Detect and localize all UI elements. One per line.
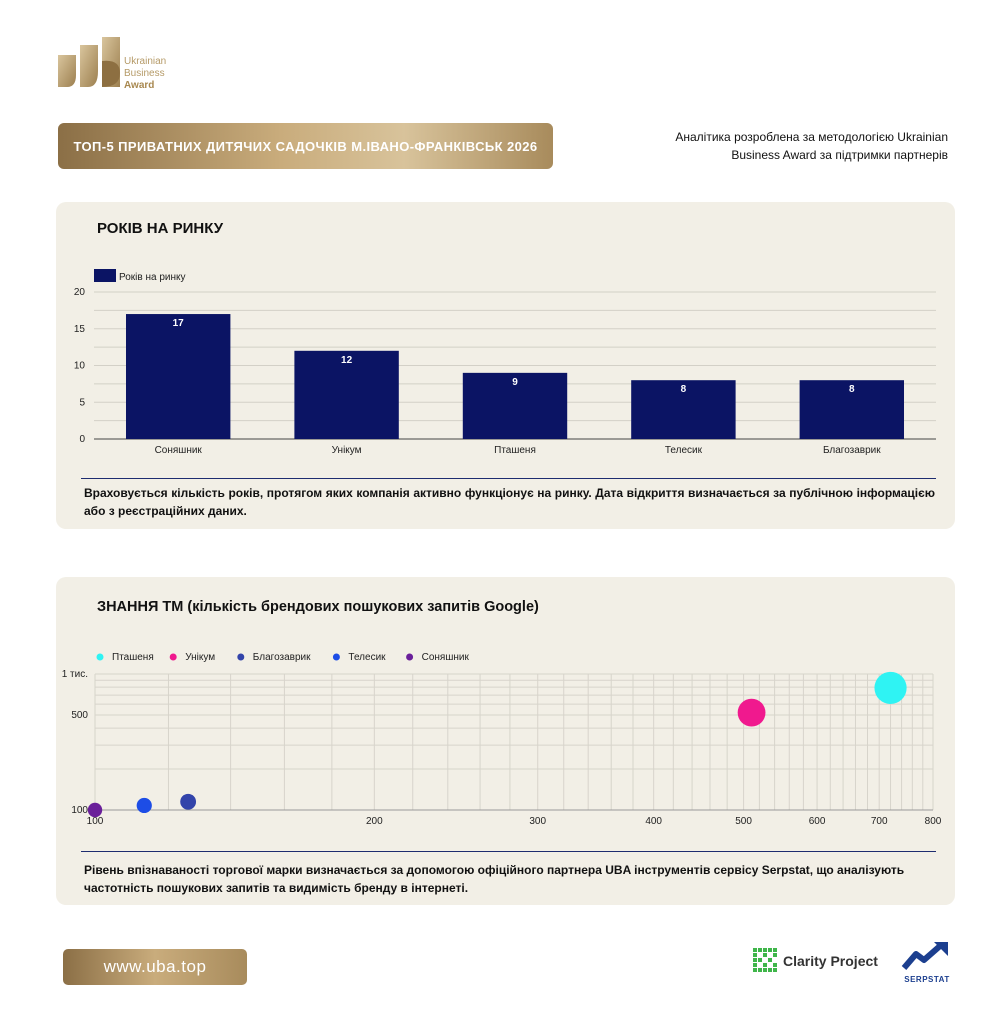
data-point xyxy=(874,671,907,705)
x-tick-label: 100 xyxy=(87,816,104,827)
y-tick-label: 500 xyxy=(71,710,88,721)
y-tick-label: 0 xyxy=(79,434,85,445)
bar xyxy=(462,372,568,439)
brand-knowledge-card: ЗНАННЯ ТМ (кількість брендових пошукових… xyxy=(56,577,955,905)
y-tick-label: 100 xyxy=(71,805,88,816)
logo-line-1: Ukrainian xyxy=(124,56,167,67)
page-title: ТОП-5 ПРИВАТНИХ ДИТЯЧИХ САДОЧКІВ М.ІВАНО… xyxy=(58,123,553,169)
x-tick-label: Унікум xyxy=(332,445,362,456)
legend-swatch xyxy=(94,269,116,282)
clarity-project-logo: Clarity Project xyxy=(753,948,878,974)
logo-line-2: Business xyxy=(124,68,165,79)
clarity-grid-icon xyxy=(753,948,777,972)
uba-logo-icon xyxy=(58,37,120,87)
data-point xyxy=(180,793,197,810)
x-tick-label: 600 xyxy=(809,816,826,827)
x-tick-label: 800 xyxy=(925,816,942,827)
y-tick-label: 1 тис. xyxy=(62,669,88,680)
legend-dot xyxy=(96,653,104,661)
clarity-project-text: Clarity Project xyxy=(783,953,878,969)
bar xyxy=(631,380,736,439)
divider xyxy=(81,851,936,852)
bar-value-label: 8 xyxy=(849,384,855,395)
x-tick-label: 400 xyxy=(645,816,662,827)
legend-dot xyxy=(237,653,245,661)
divider xyxy=(81,478,936,479)
analytics-note: Аналітика розроблена за методологією Ukr… xyxy=(648,128,948,164)
legend-label: Соняшник xyxy=(422,652,470,663)
legend-label: Благозаврик xyxy=(253,652,311,663)
bar-value-label: 8 xyxy=(681,384,687,395)
scatter-chart-title: ЗНАННЯ ТМ (кількість брендових пошукових… xyxy=(97,599,539,615)
logo-line-3: Award xyxy=(124,80,155,91)
serpstat-text: SERPSTAT xyxy=(904,975,950,984)
x-tick-label: Пташеня xyxy=(494,445,536,456)
logo-text: Ukrainian Business Award xyxy=(124,56,166,92)
years-card: РОКІВ НА РИНКУ Років на ринку 0 5 10 15 20 17 С… xyxy=(56,202,955,529)
bar-value-label: 12 xyxy=(341,355,353,366)
serpstat-chart-icon xyxy=(901,942,948,970)
bar-chart-title: РОКІВ НА РИНКУ xyxy=(97,220,224,237)
legend-dot xyxy=(169,653,177,661)
bar-value-label: 17 xyxy=(173,318,185,329)
scatter-chart: Пташеня Унікум Благозаврик Телесик Соняшник 1… xyxy=(62,652,942,827)
data-point xyxy=(136,797,152,814)
scatter-chart-note: Рівень впізнаваності торгової марки визн… xyxy=(84,863,905,895)
legend-dot xyxy=(406,653,414,661)
y-tick-label: 20 xyxy=(74,287,86,298)
analytics-line-2: Business Award за підтримки партнерів xyxy=(731,148,948,162)
x-tick-label: Благозаврик xyxy=(823,445,881,456)
x-tick-label: 300 xyxy=(529,816,546,827)
x-tick-label: 700 xyxy=(871,816,888,827)
bar-chart-note: Враховується кількість років, протягом я… xyxy=(84,486,935,518)
legend-label: Телесик xyxy=(348,652,386,663)
x-tick-label: Телесик xyxy=(665,445,703,456)
y-tick-label: 10 xyxy=(74,361,86,372)
y-tick-label: 15 xyxy=(74,324,86,335)
legend-label: Унікум xyxy=(185,652,215,663)
bar xyxy=(125,314,231,439)
x-tick-label: 200 xyxy=(366,816,383,827)
bar-chart: Років на ринку 0 5 10 15 20 17 Соняшник 12 Унікум… xyxy=(74,269,936,456)
x-tick-label: Соняшник xyxy=(155,445,203,456)
legend-label: Років на ринку xyxy=(119,272,186,283)
serpstat-logo: SERPSTAT xyxy=(900,940,954,984)
site-link[interactable]: www.uba.top xyxy=(63,949,247,985)
data-point xyxy=(87,802,103,818)
legend-label: Пташеня xyxy=(112,652,154,663)
data-point xyxy=(737,698,766,727)
bar xyxy=(799,380,905,439)
legend-dot xyxy=(332,653,340,661)
y-tick-label: 5 xyxy=(79,397,85,408)
x-tick-label: 500 xyxy=(735,816,752,827)
bar xyxy=(294,350,399,439)
bar-value-label: 9 xyxy=(512,377,518,388)
analytics-line-1: Аналітика розроблена за методологією Ukr… xyxy=(675,130,948,144)
